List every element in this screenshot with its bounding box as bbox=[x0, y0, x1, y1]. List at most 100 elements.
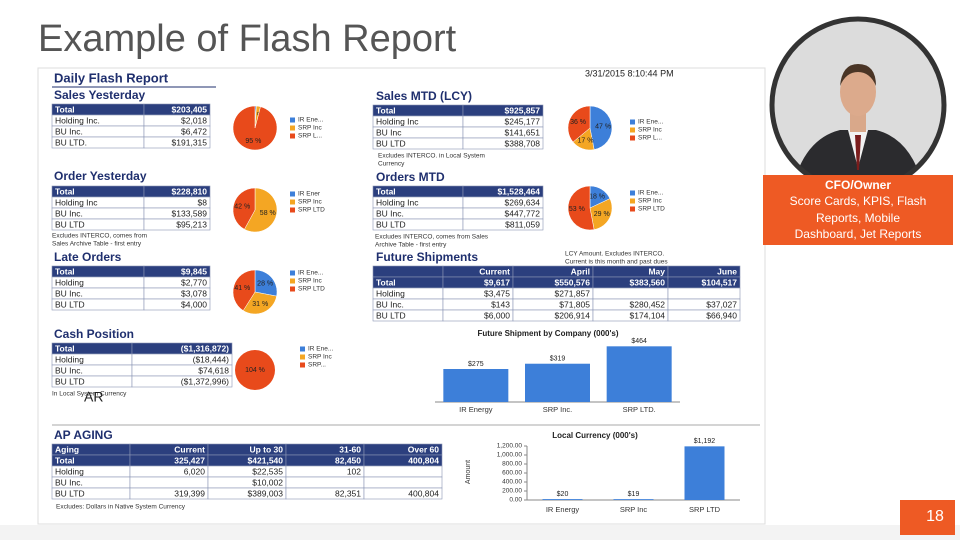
cell-text: BU Inc. bbox=[55, 288, 83, 298]
cell-text: May bbox=[648, 266, 665, 276]
cell-text: 6,020 bbox=[184, 466, 206, 476]
legend-swatch bbox=[290, 207, 295, 213]
cell-text: Total bbox=[55, 266, 75, 276]
table-cell bbox=[592, 287, 669, 300]
chart-title: Future Shipment by Company (000's) bbox=[477, 329, 618, 338]
note: Excludes INTERCO. in Local System bbox=[378, 153, 485, 160]
legend-label: SRP Inc bbox=[638, 198, 662, 205]
pie-slice bbox=[567, 185, 595, 231]
legend-swatch bbox=[290, 133, 295, 139]
section-title: Order Yesterday bbox=[54, 169, 147, 183]
pie-slice bbox=[254, 269, 278, 297]
bar bbox=[443, 369, 509, 402]
cell-text: $2,770 bbox=[181, 277, 207, 287]
section-title: Orders MTD bbox=[376, 170, 445, 184]
category-label: SRP Inc bbox=[620, 505, 648, 514]
cell-text: $104,517 bbox=[702, 277, 738, 287]
table-cell bbox=[143, 136, 211, 149]
cell-text: Total bbox=[55, 186, 75, 196]
pie-slice bbox=[589, 198, 613, 230]
cell-text: $95,213 bbox=[176, 219, 207, 229]
legend-label: IR Ene... bbox=[638, 119, 663, 126]
table-cell bbox=[363, 487, 443, 500]
cell-text: ($1,316,872) bbox=[181, 343, 229, 353]
pie-label: 18 % bbox=[589, 194, 605, 201]
pie-slice bbox=[232, 269, 256, 311]
table-cell bbox=[363, 465, 443, 478]
legend-label: SRP Inc bbox=[298, 199, 322, 206]
section-title: Late Orders bbox=[54, 250, 122, 264]
pie-label: 3 % bbox=[251, 112, 263, 119]
cell-text: $8 bbox=[198, 197, 208, 207]
cell-text: Total bbox=[376, 186, 396, 196]
caption-line: Dashboard, Jet Reports bbox=[795, 227, 922, 241]
cell-text: Holding Inc bbox=[376, 116, 419, 126]
cell-text: 400,804 bbox=[408, 488, 439, 498]
legend-label: SRP Inc bbox=[298, 125, 322, 132]
report-timestamp: 3/31/2015 8:10:44 PM bbox=[585, 68, 674, 78]
cell-text: BU Inc. bbox=[55, 477, 83, 487]
cell-text: $6,472 bbox=[181, 126, 207, 136]
cell-text: BU Inc. bbox=[376, 208, 404, 218]
table-cell bbox=[143, 298, 211, 311]
cell-text: $10,002 bbox=[252, 477, 283, 487]
cell-text: $3,475 bbox=[484, 288, 510, 298]
cell-text: BU LTD bbox=[55, 219, 85, 229]
cell-text: $141,651 bbox=[505, 127, 541, 137]
legend-label: IR Ene... bbox=[308, 346, 333, 353]
table-cell bbox=[667, 309, 741, 322]
page-number-box bbox=[900, 500, 955, 535]
section-title: AP AGING bbox=[54, 428, 113, 442]
note: Sales Archive Table - first entry bbox=[52, 241, 142, 248]
cell-text: BU LTD bbox=[376, 310, 406, 320]
cell-text: BU LTD. bbox=[55, 137, 87, 147]
cell-text: 400,804 bbox=[408, 455, 439, 465]
legend-swatch bbox=[290, 270, 295, 276]
section-title: Future Shipments bbox=[376, 250, 478, 264]
legend-swatch bbox=[290, 125, 295, 131]
pie-label: 53 % bbox=[569, 206, 585, 213]
cell-text: $1,528,464 bbox=[497, 186, 540, 196]
cell-text: BU Inc. bbox=[55, 365, 83, 375]
note: In Local System Currency bbox=[52, 391, 127, 398]
legend-swatch bbox=[290, 278, 295, 284]
slide-title: Example of Flash Report bbox=[38, 18, 457, 60]
cell-text: $3,078 bbox=[181, 288, 207, 298]
pie-slice bbox=[589, 105, 613, 150]
cell-text: April bbox=[571, 266, 590, 276]
table-cell bbox=[131, 375, 233, 388]
cell-text: 325,427 bbox=[174, 455, 205, 465]
legend-label: SRP L... bbox=[298, 133, 322, 140]
cell-text: Holding bbox=[376, 288, 405, 298]
caption-box bbox=[763, 175, 953, 245]
pie-label: 36 % bbox=[570, 119, 586, 126]
cell-text: $143 bbox=[491, 299, 510, 309]
cell-text: Current bbox=[174, 444, 205, 454]
legend-label: SRP Inc bbox=[638, 127, 662, 134]
cell-text: ($1,372,996) bbox=[181, 376, 229, 386]
cell-text: BU LTD bbox=[376, 138, 406, 148]
legend-label: SRP Inc bbox=[298, 278, 322, 285]
cell-text: BU LTD bbox=[55, 299, 85, 309]
cell-text: Holding Inc. bbox=[55, 115, 100, 125]
page-number: 18 bbox=[926, 508, 944, 525]
legend-label: IR Ene... bbox=[298, 117, 323, 124]
cell-text: $6,000 bbox=[484, 310, 510, 320]
cell-text: $71,805 bbox=[559, 299, 590, 309]
cell-text: $925,857 bbox=[505, 105, 541, 115]
cell-text: Holding Inc bbox=[55, 197, 98, 207]
cell-text: $280,452 bbox=[630, 299, 666, 309]
cell-text: BU Inc bbox=[376, 127, 402, 137]
bar-label: $275 bbox=[468, 361, 484, 368]
cell-text: 31-60 bbox=[339, 444, 361, 454]
table-cell bbox=[363, 476, 443, 489]
cell-text: $133,589 bbox=[172, 208, 208, 218]
pie-label: 58 % bbox=[260, 210, 276, 217]
pie-slice bbox=[567, 105, 591, 143]
cell-text: 82,351 bbox=[335, 488, 361, 498]
category-label: SRP LTD bbox=[689, 505, 721, 514]
cell-text: BU Inc. bbox=[376, 299, 404, 309]
legend-label: SRP LTD bbox=[298, 286, 325, 293]
pie-label: 29 % bbox=[594, 211, 610, 218]
